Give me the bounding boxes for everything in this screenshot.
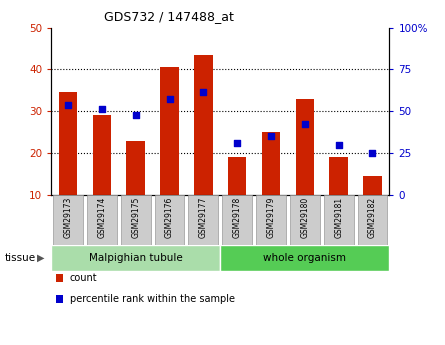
Point xyxy=(65,102,72,108)
Bar xyxy=(290,195,320,245)
Bar xyxy=(363,176,382,195)
Point xyxy=(166,96,173,101)
Text: Malpighian tubule: Malpighian tubule xyxy=(89,253,182,263)
Bar xyxy=(194,55,213,195)
Bar xyxy=(59,92,77,195)
Bar xyxy=(228,157,247,195)
Text: percentile rank within the sample: percentile rank within the sample xyxy=(70,294,235,304)
Point xyxy=(98,106,105,112)
Bar xyxy=(155,195,184,245)
Text: GSM29173: GSM29173 xyxy=(64,196,73,238)
Text: GSM29176: GSM29176 xyxy=(165,196,174,238)
Point xyxy=(267,134,275,139)
Bar xyxy=(256,195,286,245)
Bar xyxy=(126,140,145,195)
Bar xyxy=(121,195,150,245)
Text: GSM29181: GSM29181 xyxy=(334,196,343,238)
Text: whole organism: whole organism xyxy=(263,253,346,263)
Text: GSM29177: GSM29177 xyxy=(199,196,208,238)
Point xyxy=(200,90,207,95)
Bar xyxy=(189,195,218,245)
Bar xyxy=(87,195,117,245)
Bar xyxy=(324,195,353,245)
Text: GSM29180: GSM29180 xyxy=(300,196,309,238)
Bar xyxy=(51,245,220,271)
Bar xyxy=(160,67,179,195)
Text: GSM29178: GSM29178 xyxy=(233,196,242,238)
Point xyxy=(234,140,241,145)
Bar xyxy=(262,132,280,195)
Text: GSM29182: GSM29182 xyxy=(368,196,377,238)
Point xyxy=(132,113,139,118)
Point xyxy=(369,150,376,156)
Bar xyxy=(329,157,348,195)
Bar xyxy=(358,195,387,245)
Text: GSM29179: GSM29179 xyxy=(267,196,275,238)
Text: GDS732 / 147488_at: GDS732 / 147488_at xyxy=(104,10,234,23)
Bar xyxy=(222,195,252,245)
Text: GSM29175: GSM29175 xyxy=(131,196,140,238)
Text: GSM29174: GSM29174 xyxy=(97,196,106,238)
Bar xyxy=(220,245,389,271)
Text: count: count xyxy=(70,273,97,283)
Text: ▶: ▶ xyxy=(37,253,44,263)
Bar xyxy=(53,195,83,245)
Point xyxy=(301,121,308,127)
Text: tissue: tissue xyxy=(4,253,36,263)
Bar xyxy=(93,116,111,195)
Point xyxy=(335,142,342,148)
Bar xyxy=(295,99,314,195)
